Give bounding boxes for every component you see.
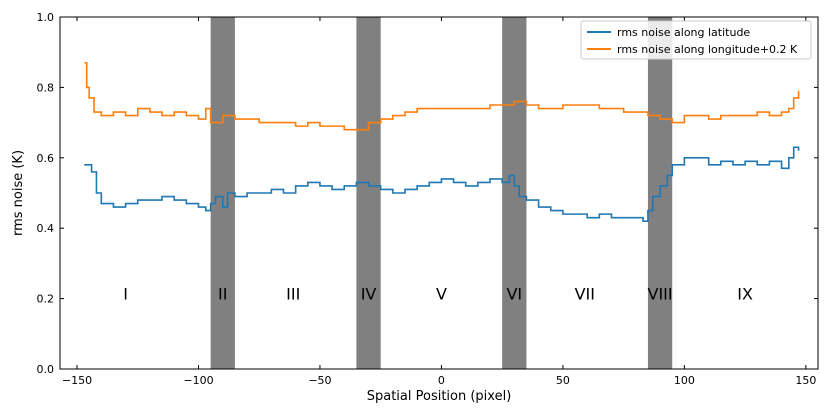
series-line-0	[84, 146, 800, 222]
series-line-1	[84, 61, 800, 131]
axes	[59, 16, 819, 370]
region-label-3: IV	[361, 284, 377, 303]
y-tick-label-5: 1.0	[37, 11, 55, 24]
region-label-7: VIII	[648, 284, 673, 303]
legend-box	[580, 20, 812, 60]
x-axis-title: Spatial Position (pixel)	[367, 389, 512, 404]
x-tick-label-5: 100	[674, 374, 695, 387]
y-axis-title: rms noise (K)	[11, 150, 26, 236]
x-tick-label-6: 150	[795, 374, 816, 387]
region-label-2: III	[286, 284, 300, 303]
y-tick-label-3: 0.6	[37, 152, 55, 165]
x-tick-label-4: 50	[556, 374, 570, 387]
plot-frame	[59, 16, 819, 370]
region-labels: I II III IV V VI VII VIII IX	[123, 284, 753, 303]
x-tick-label-3: 0	[438, 374, 445, 387]
region-label-0: I	[123, 284, 128, 303]
y-tick-label-0: 0.0	[37, 363, 55, 376]
series-lines	[84, 61, 800, 222]
region-label-6: VII	[575, 284, 595, 303]
region-label-5: VI	[506, 284, 522, 303]
legend: rms noise along latitude rms noise along…	[580, 20, 812, 60]
y-tick-label-4: 0.8	[37, 81, 55, 94]
shaded-band-1	[356, 17, 381, 369]
region-label-8: IX	[737, 284, 753, 303]
ticks: −150 −100 −50 0 50 100 150 0.0 0.2 0.4 0.6 0.8 1.0	[37, 11, 818, 387]
y-tick-label-2: 0.4	[37, 222, 55, 235]
shaded-band-2	[502, 17, 527, 369]
x-tick-label-0: −150	[62, 374, 92, 387]
y-tick-label-1: 0.2	[37, 293, 55, 306]
region-label-4: V	[436, 284, 447, 303]
region-label-1: II	[218, 284, 227, 303]
legend-label-longitude: rms noise along longitude+0.2 K	[617, 43, 798, 56]
x-tick-label-1: −100	[183, 374, 213, 387]
x-tick-label-2: −50	[308, 374, 331, 387]
shaded-bands	[210, 17, 673, 369]
legend-label-latitude: rms noise along latitude	[617, 26, 750, 39]
